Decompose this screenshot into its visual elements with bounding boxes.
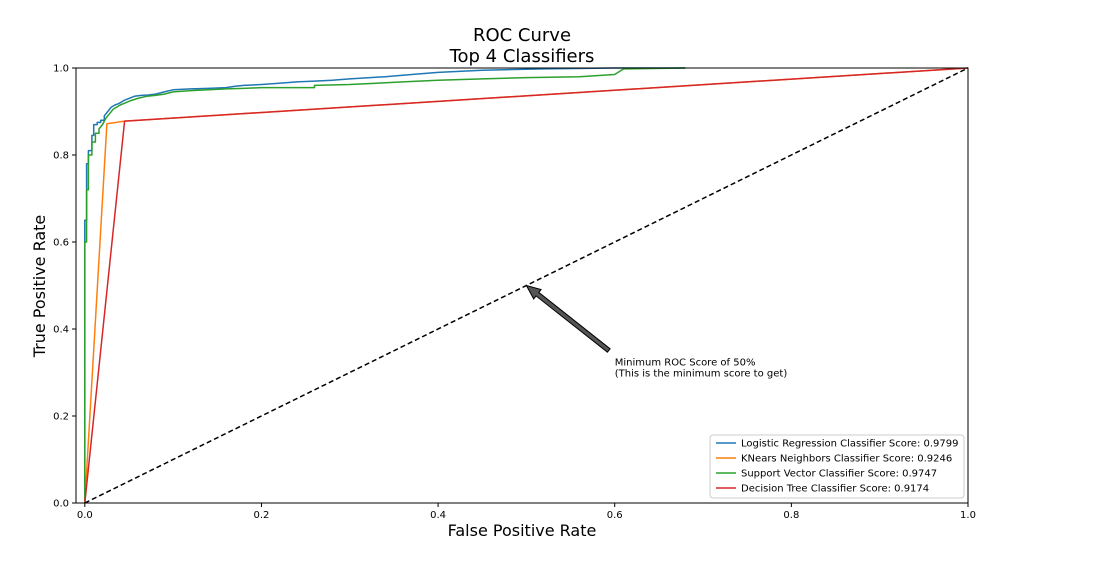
legend: Logistic Regression Classifier Score: 0.… <box>709 434 965 499</box>
series-line-3 <box>84 67 686 503</box>
chart-title: ROC Curve Top 4 Classifiers <box>449 25 595 67</box>
series-layer <box>84 67 969 504</box>
legend-label-3: Support Vector Classifier Score: 0.9747 <box>741 469 937 480</box>
legend-label-4: Decision Tree Classifier Score: 0.9174 <box>741 484 929 495</box>
x-tick-label: 0.6 <box>607 510 623 521</box>
annotation-arrow <box>525 284 611 353</box>
legend-box <box>709 434 965 499</box>
x-tick-label: 0.2 <box>254 510 270 521</box>
x-tick-label: 1.0 <box>960 510 976 521</box>
y-tick-label: 0.2 <box>53 412 69 423</box>
x-axis-ticks: 0.0 0.2 0.4 0.6 0.8 1.0 <box>77 503 976 521</box>
y-tick-label: 1.0 <box>53 64 69 75</box>
series-line-4 <box>84 67 969 504</box>
legend-label-2: KNears Neighbors Classifier Score: 0.924… <box>741 454 952 465</box>
annotation-text-line-2: (This is the minimum score to get) <box>615 369 788 380</box>
y-axis-title: True Positive Rate <box>30 215 49 359</box>
y-tick-label: 0.6 <box>53 238 69 249</box>
legend-label-1: Logistic Regression Classifier Score: 0.… <box>741 439 958 450</box>
annotation-text-line-1: Minimum ROC Score of 50% <box>615 358 756 369</box>
x-tick-label: 0.8 <box>783 510 799 521</box>
series-line-1 <box>84 67 686 503</box>
y-tick-label: 0.8 <box>53 151 69 162</box>
x-tick-label: 0.0 <box>77 510 93 521</box>
y-tick-label: 0.4 <box>53 325 69 336</box>
annotation-layer: Minimum ROC Score of 50% (This is the mi… <box>525 284 788 380</box>
y-axis-ticks: 0.0 0.2 0.4 0.6 0.8 1.0 <box>53 64 76 510</box>
chart-title-line-1: ROC Curve <box>473 25 571 46</box>
x-axis-title: False Positive Rate <box>448 521 597 540</box>
y-tick-label: 0.0 <box>53 499 69 510</box>
plot-frame <box>75 67 969 504</box>
chart-title-line-2: Top 4 Classifiers <box>449 46 595 67</box>
x-tick-label: 0.4 <box>430 510 446 521</box>
